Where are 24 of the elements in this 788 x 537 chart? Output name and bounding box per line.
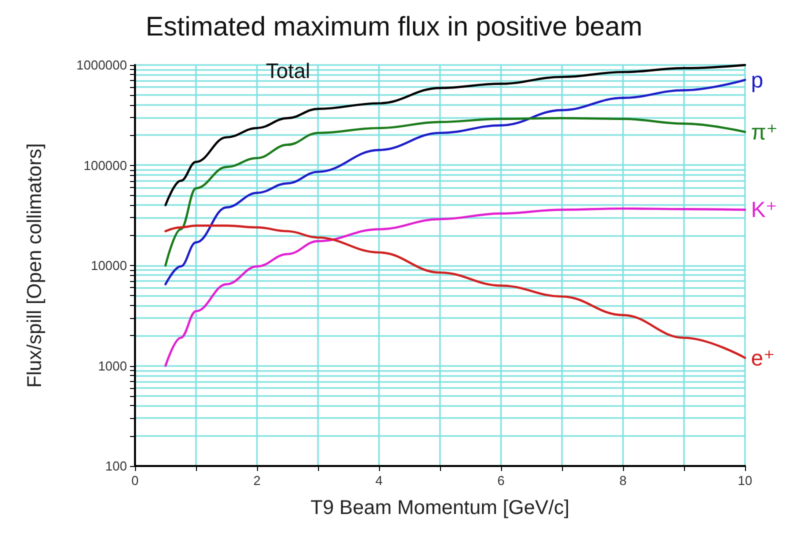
line-series bbox=[164, 207, 746, 367]
series-label: Total bbox=[266, 60, 310, 83]
line-series bbox=[164, 224, 746, 359]
series-label: p bbox=[751, 67, 764, 92]
series-label: e⁺ bbox=[751, 345, 775, 370]
y-tick-label: 100000 bbox=[84, 158, 127, 173]
y-tick-label: 1000000 bbox=[76, 58, 127, 72]
x-tick-label: 8 bbox=[619, 473, 627, 488]
x-axis-title: T9 Beam Momentum [GeV/c] bbox=[310, 497, 570, 519]
x-tick-label: 10 bbox=[738, 473, 752, 488]
y-tick-label: 100 bbox=[105, 458, 127, 474]
x-tick-label: 2 bbox=[253, 473, 261, 488]
y-tick-label: 1000 bbox=[98, 358, 127, 374]
line-series bbox=[164, 64, 746, 206]
x-tick-label: 6 bbox=[497, 473, 505, 488]
x-tick-label: 4 bbox=[375, 473, 383, 488]
chart-title: Estimated maximum flux in positive beam bbox=[146, 12, 642, 42]
line-series bbox=[164, 117, 746, 267]
line-series bbox=[164, 78, 746, 286]
series-label: π⁺ bbox=[751, 119, 778, 144]
y-tick-label: 10000 bbox=[90, 258, 127, 273]
x-tick-label: 0 bbox=[131, 473, 139, 488]
series-label: K⁺ bbox=[751, 197, 778, 222]
y-axis-title: Flux/spill [Open collimators] bbox=[24, 143, 46, 388]
